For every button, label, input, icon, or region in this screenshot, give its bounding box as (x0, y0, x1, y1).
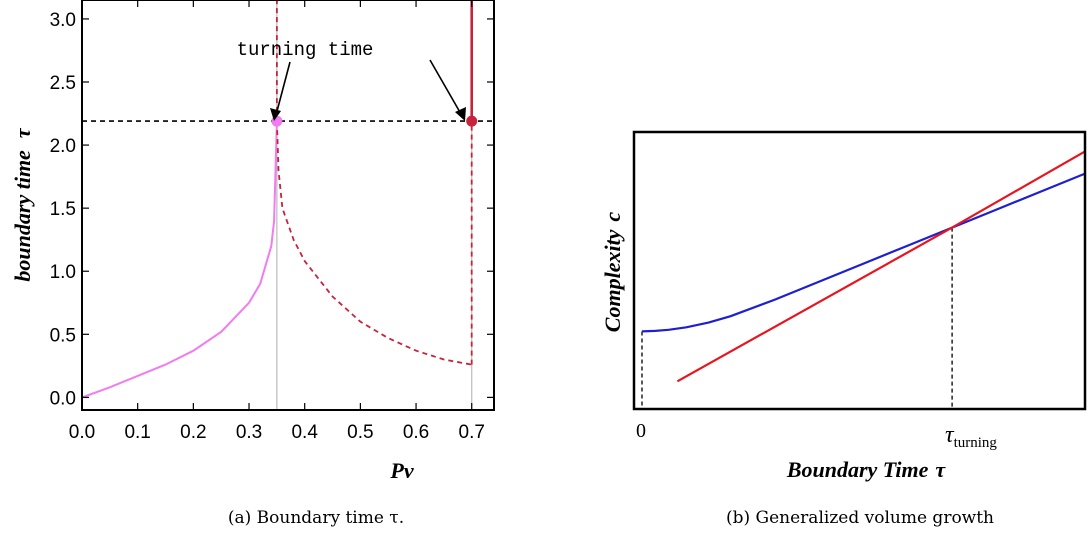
grid-lines-a (82, 0, 494, 410)
caption-a: (a) Boundary time τ. (228, 508, 404, 528)
y-tick-label-5: 2.5 (50, 73, 76, 94)
x-tick-label-4: 0.4 (291, 422, 318, 443)
curves-a (81, 0, 478, 399)
series-line-b-0 (641, 172, 1086, 333)
caption-b: (b) Generalized volume growth (726, 508, 994, 528)
turning-point-1 (466, 115, 478, 127)
x-axis-label-text-b: Boundary Time (786, 457, 929, 482)
y-tick-label-2: 1.0 (50, 262, 76, 283)
x-tick-label-7: 0.7 (459, 422, 485, 443)
arrowhead-right (455, 107, 466, 121)
x-axis-label-symbol-b: τ (935, 457, 946, 482)
plot-frame-a (81, 0, 495, 411)
tau-subscript: turning (954, 435, 998, 451)
y-axis-label-b: Complexity c (600, 212, 625, 333)
y-tick-label-4: 2.0 (50, 136, 76, 157)
x-tick-turning-b: τturning (945, 422, 997, 451)
turning-time-annotation: turning time (237, 39, 374, 61)
y-tick-label-1: 0.5 (50, 325, 76, 346)
curves-b (641, 150, 1086, 409)
x-tick-label-3: 0.3 (236, 422, 262, 443)
y-ticks-a: 0.0 0.5 1.0 1.5 2.0 2.5 3.0 (50, 10, 494, 409)
x-tick-label-0: 0.0 (69, 422, 95, 443)
y-tick-label-3: 1.5 (50, 199, 76, 220)
annotation-arrow-right (429, 59, 462, 115)
x-axis-label-b: Boundary Time τ (786, 457, 947, 482)
series-line-1 (276, 121, 472, 366)
y-axis-label-text-b: Complexity (600, 229, 625, 332)
y-axis-label-text-a: boundary time (10, 150, 35, 282)
plot-frame-b (632, 130, 1087, 411)
x-tick-label-1: 0.1 (124, 422, 150, 443)
chart-b: 0 τturning Boundary Time τ Complexityc (b… (600, 130, 1087, 528)
x-tick-label-5: 0.5 (347, 422, 373, 443)
x-tick-zero-b: 0 (636, 420, 646, 442)
y-axis-label-symbol-a: τ (10, 127, 35, 138)
y-tick-label-6: 3.0 (50, 10, 76, 31)
y-axis-label-a: boundary time τ (10, 127, 35, 281)
tau-symbol: τ (945, 422, 955, 448)
y-tick-label-0: 0.0 (50, 388, 76, 409)
x-tick-label-2: 0.2 (180, 422, 206, 443)
x-ticks-a: 0.0 0.1 0.2 0.3 0.4 0.5 0.6 0.7 (69, 0, 485, 443)
series-line-b-1 (676, 150, 1086, 383)
chart-a: 0.0 0.1 0.2 0.3 0.4 0.5 0.6 0.7 0.0 0.5 1.0 1.5 2.0… (10, 0, 495, 528)
arrowhead-left (270, 108, 281, 121)
x-axis-label-a: Pv (389, 458, 413, 483)
annotation-arrow-left (275, 61, 291, 116)
y-axis-label-symbol-b: c (600, 212, 625, 222)
series-line-0 (81, 121, 278, 399)
x-tick-label-6: 0.6 (403, 422, 429, 443)
